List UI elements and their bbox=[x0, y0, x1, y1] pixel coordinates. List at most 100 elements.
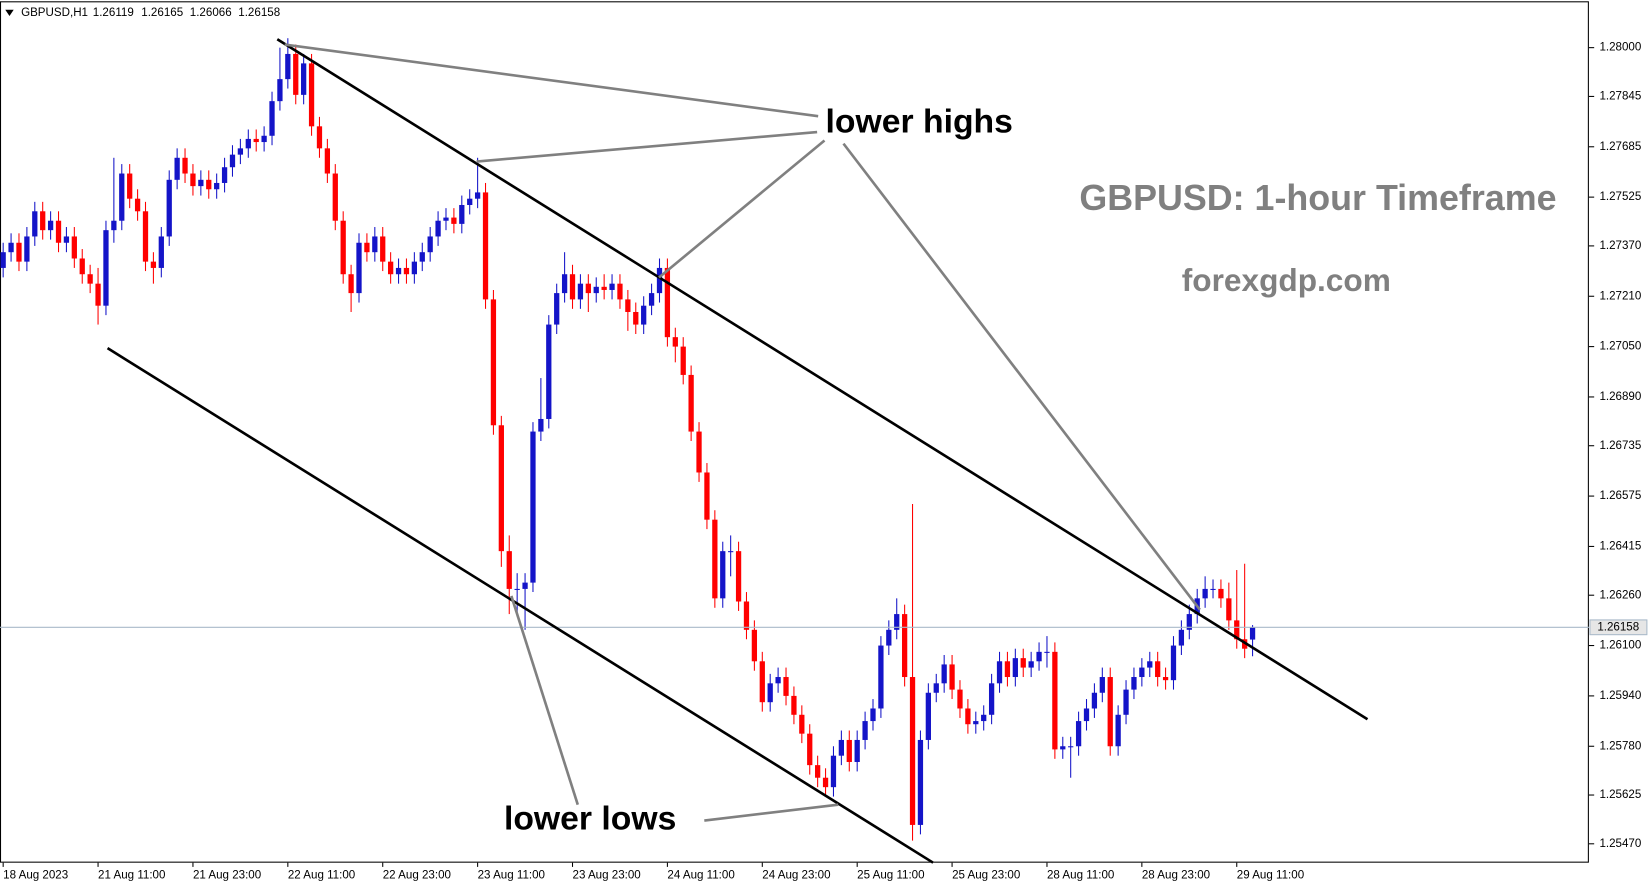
upper-channel-line bbox=[276, 38, 1369, 721]
candle-body bbox=[735, 551, 742, 602]
candle-body bbox=[751, 629, 758, 662]
candle-body bbox=[55, 220, 62, 243]
candle-body bbox=[925, 692, 931, 740]
candle-body bbox=[427, 236, 433, 253]
candle-body bbox=[364, 242, 370, 253]
candle-body bbox=[1004, 661, 1011, 678]
candle-body bbox=[127, 173, 133, 199]
symbol-label: GBPUSD,H1 bbox=[21, 7, 88, 19]
candle-body bbox=[459, 204, 465, 224]
candle-body bbox=[1234, 620, 1240, 640]
candle-body bbox=[1052, 651, 1058, 750]
candle-body bbox=[395, 267, 402, 275]
x-tick-label: 23 Aug 23:00 bbox=[573, 869, 641, 881]
candle-body bbox=[917, 739, 924, 825]
candle-body bbox=[585, 283, 591, 294]
header-low: 1.26066 bbox=[190, 7, 232, 19]
candle-body bbox=[846, 739, 852, 762]
candle-body bbox=[973, 721, 979, 725]
candle-body bbox=[680, 346, 686, 375]
x-tick-label: 28 Aug 11:00 bbox=[1047, 869, 1114, 881]
y-tick-label: 1.26100 bbox=[1599, 640, 1641, 652]
y-tick-label: 1.27210 bbox=[1599, 290, 1641, 302]
candle-body bbox=[720, 551, 726, 599]
candle-body bbox=[901, 614, 908, 678]
candle-body bbox=[0, 252, 6, 268]
y-tick-label: 1.28000 bbox=[1599, 42, 1641, 54]
candle-body bbox=[822, 777, 829, 788]
candle-body bbox=[40, 211, 46, 231]
candle-body bbox=[514, 588, 520, 590]
candle-body bbox=[601, 286, 607, 290]
x-tick-label: 21 Aug 23:00 bbox=[193, 869, 261, 881]
candle-body bbox=[142, 211, 149, 262]
candle-body bbox=[1147, 661, 1153, 668]
candle-body bbox=[1186, 614, 1192, 630]
candle-body bbox=[467, 198, 473, 205]
candle-body bbox=[1249, 627, 1256, 640]
candle-body bbox=[894, 614, 900, 630]
x-tick-label: 28 Aug 23:00 bbox=[1142, 869, 1210, 881]
y-tick-label: 1.25940 bbox=[1599, 690, 1641, 702]
y-tick-label: 1.27845 bbox=[1599, 90, 1641, 102]
candle-body bbox=[546, 324, 552, 419]
candle-body bbox=[641, 305, 647, 325]
candle-body bbox=[949, 664, 955, 690]
candle-body bbox=[554, 293, 560, 325]
x-tick-label: 24 Aug 11:00 bbox=[667, 869, 734, 881]
x-tick-label: 29 Aug 11:00 bbox=[1237, 869, 1304, 881]
candle-body bbox=[119, 173, 125, 221]
candle-body bbox=[388, 261, 394, 275]
candle-body bbox=[482, 192, 489, 300]
candle-body bbox=[79, 258, 85, 275]
candle-body bbox=[174, 157, 180, 180]
y-tick-label: 1.27525 bbox=[1599, 191, 1641, 203]
candle-body bbox=[24, 236, 30, 262]
y-tick-label: 1.27050 bbox=[1599, 341, 1641, 353]
candle-body bbox=[1099, 677, 1105, 693]
candle-body bbox=[269, 101, 275, 136]
y-tick-label: 1.27685 bbox=[1599, 141, 1641, 153]
candle-body bbox=[1139, 667, 1145, 678]
candle-body bbox=[435, 220, 441, 237]
menu-triangle bbox=[5, 9, 14, 17]
candle-body bbox=[1115, 714, 1121, 747]
candle-body bbox=[158, 236, 164, 268]
candle-body bbox=[198, 179, 204, 187]
candle-body bbox=[277, 79, 283, 102]
candle-body bbox=[530, 431, 536, 583]
candle-body bbox=[648, 293, 655, 306]
x-tick-label: 23 Aug 11:00 bbox=[478, 869, 545, 881]
candle-body bbox=[633, 311, 639, 325]
x-tick-label: 21 Aug 11:00 bbox=[98, 869, 165, 881]
candle-body bbox=[301, 63, 307, 95]
candle-body bbox=[95, 283, 101, 306]
candle-body bbox=[561, 274, 568, 294]
candle-body bbox=[1218, 588, 1224, 599]
candle-body bbox=[490, 299, 497, 426]
candle-body bbox=[743, 601, 750, 630]
candle-body bbox=[506, 551, 512, 589]
candle-body bbox=[625, 299, 631, 312]
candle-body bbox=[324, 148, 331, 174]
annotation: lower lows bbox=[504, 799, 676, 837]
candle-body bbox=[451, 217, 457, 224]
candle-body bbox=[182, 157, 188, 174]
candle-body bbox=[47, 220, 54, 231]
candle-body bbox=[1107, 677, 1113, 747]
candle-body bbox=[870, 708, 876, 722]
candle-body bbox=[783, 677, 789, 696]
candle-body bbox=[1091, 692, 1098, 709]
candle-body bbox=[965, 708, 971, 725]
candle-body bbox=[443, 217, 449, 221]
candle-body bbox=[229, 154, 236, 168]
candle-body bbox=[617, 283, 623, 300]
candle-body bbox=[862, 721, 868, 740]
candle-body bbox=[981, 714, 987, 722]
candle-body bbox=[1202, 588, 1208, 599]
candle-body bbox=[245, 138, 251, 149]
candle-body bbox=[957, 689, 963, 709]
annotation: lower highs bbox=[826, 102, 1013, 140]
candle-body bbox=[1131, 677, 1137, 690]
